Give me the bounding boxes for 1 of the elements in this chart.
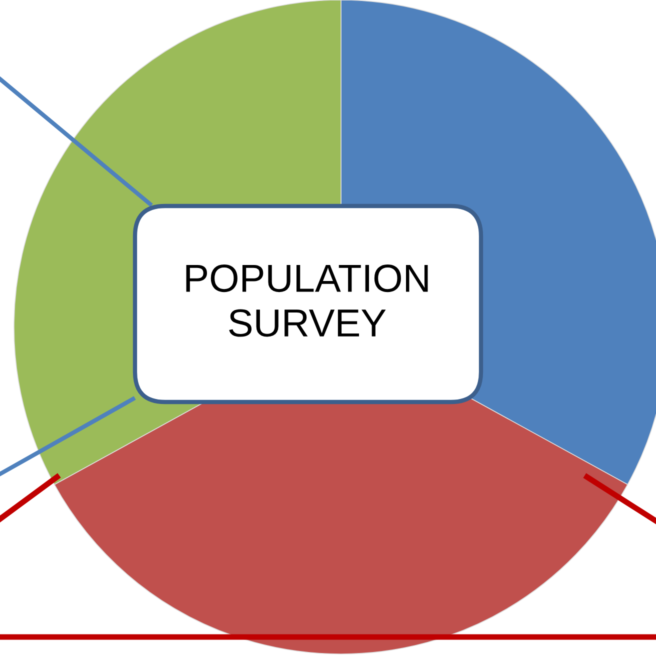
text: POPULATION SURVEY (186, 264, 428, 337)
